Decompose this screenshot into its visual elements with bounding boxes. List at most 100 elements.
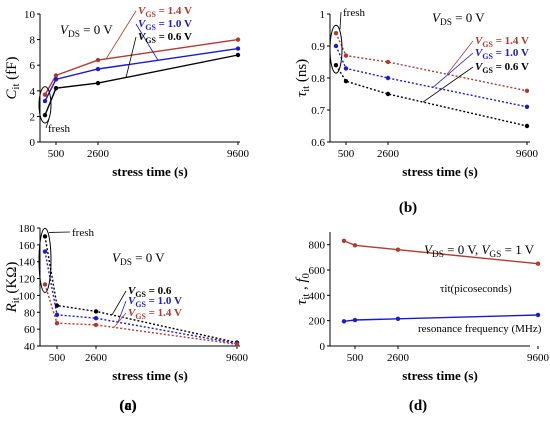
- data-point: [96, 67, 100, 71]
- y-axis-label: Rit (KΩ): [4, 262, 22, 314]
- data-point: [342, 239, 346, 243]
- series-line: [45, 55, 238, 115]
- y-tick-label: 200: [309, 316, 326, 328]
- y-tick-label: 8: [30, 35, 36, 47]
- data-point: [344, 79, 348, 83]
- data-point: [525, 105, 529, 109]
- data-point: [94, 316, 98, 320]
- fresh-label: fresh: [72, 227, 94, 239]
- data-point: [334, 63, 338, 67]
- fresh-label: fresh: [343, 7, 365, 19]
- y-tick-label: 60: [24, 324, 36, 336]
- data-point: [334, 44, 338, 48]
- legend-arrow: [118, 301, 126, 322]
- y-tick-label: 0: [320, 341, 326, 353]
- series-line: [344, 315, 538, 321]
- data-point: [54, 86, 58, 90]
- data-point: [353, 243, 357, 247]
- series-legend: VGS = 0.6 V: [475, 61, 529, 75]
- panel-label: (d): [409, 398, 427, 414]
- y-tick-label: 0: [30, 137, 36, 149]
- y-tick-label: 10: [24, 9, 36, 21]
- x-tick-label: 500: [347, 352, 364, 364]
- series-legend: τit(picoseconds): [440, 283, 512, 295]
- legend-arrow: [447, 41, 473, 74]
- x-tick-label: 2600: [85, 352, 108, 364]
- x-tick-label: 500: [49, 352, 66, 364]
- y-tick-label: 800: [309, 240, 326, 252]
- series-legend: resonance frequency (MHz): [418, 323, 542, 335]
- y-tick-label: 40: [24, 341, 36, 353]
- x-tick-label: 2600: [387, 352, 410, 364]
- data-point: [43, 282, 47, 286]
- y-tick-label: 80: [24, 307, 36, 319]
- y-tick-label: 2: [30, 111, 36, 123]
- data-point: [396, 317, 400, 321]
- panel-label: (c): [120, 398, 137, 414]
- x-axis-label: stress time (s): [402, 164, 478, 179]
- legend-arrow: [433, 53, 473, 87]
- data-point: [386, 76, 390, 80]
- y-tick-label: 0.8: [311, 73, 325, 85]
- fresh-arrow: [340, 12, 341, 29]
- x-tick-label: 2600: [377, 148, 400, 160]
- data-point: [536, 313, 540, 317]
- series-legend: VGS = 1.0 V: [475, 47, 529, 61]
- data-point: [54, 77, 58, 81]
- data-point: [43, 249, 47, 253]
- x-tick-label: 2600: [87, 148, 110, 160]
- series-line: [336, 65, 527, 126]
- data-point: [344, 53, 348, 57]
- data-point: [525, 124, 529, 128]
- legend-arrow: [423, 67, 473, 102]
- x-axis-label: stress time (s): [112, 368, 188, 383]
- condition-annotation: VDS = 0 V: [60, 22, 113, 40]
- condition-annotation: VDS = 0 V: [432, 10, 485, 28]
- y-axis-label: τit , f0: [294, 273, 312, 305]
- data-point: [386, 92, 390, 96]
- data-point: [55, 321, 59, 325]
- data-point: [94, 323, 98, 327]
- x-tick-label: 9600: [226, 352, 249, 364]
- data-point: [334, 31, 338, 35]
- data-point: [536, 261, 540, 265]
- data-point: [235, 342, 239, 346]
- data-point: [344, 66, 348, 70]
- x-tick-label: 500: [48, 148, 65, 160]
- data-point: [386, 60, 390, 64]
- data-point: [43, 92, 47, 96]
- data-point: [342, 319, 346, 323]
- legend-arrow: [112, 291, 126, 315]
- y-tick-label: 0.6: [311, 137, 325, 149]
- x-tick-label: 500: [338, 148, 355, 160]
- y-axis-label: Cit (fF): [4, 57, 22, 100]
- data-point: [236, 53, 240, 57]
- data-point: [96, 58, 100, 62]
- data-point: [94, 309, 98, 313]
- panel-label: (b): [399, 200, 417, 216]
- data-point: [43, 234, 47, 238]
- y-tick-label: 120: [19, 274, 36, 286]
- y-tick-label: 0.7: [311, 105, 325, 117]
- x-tick-label: 9600: [227, 148, 250, 160]
- y-tick-label: 1: [320, 9, 326, 21]
- fresh-label: fresh: [48, 123, 70, 135]
- y-tick-label: 180: [19, 223, 36, 235]
- x-axis-label: stress time (s): [402, 368, 478, 383]
- series-legend: VGS = 1.4 V: [128, 307, 182, 321]
- y-tick-label: 0.9: [311, 41, 325, 53]
- data-point: [43, 113, 47, 117]
- series-legend: VGS = 1.0 V: [138, 18, 192, 32]
- y-tick-label: 160: [19, 240, 36, 252]
- data-point: [396, 248, 400, 252]
- y-axis-label: τit (ns): [294, 59, 312, 97]
- series-legend: VGS = 1.4 V: [138, 5, 192, 19]
- data-point: [54, 73, 58, 77]
- data-point: [43, 99, 47, 103]
- legend-arrow: [126, 37, 136, 77]
- y-tick-label: 4: [30, 86, 36, 98]
